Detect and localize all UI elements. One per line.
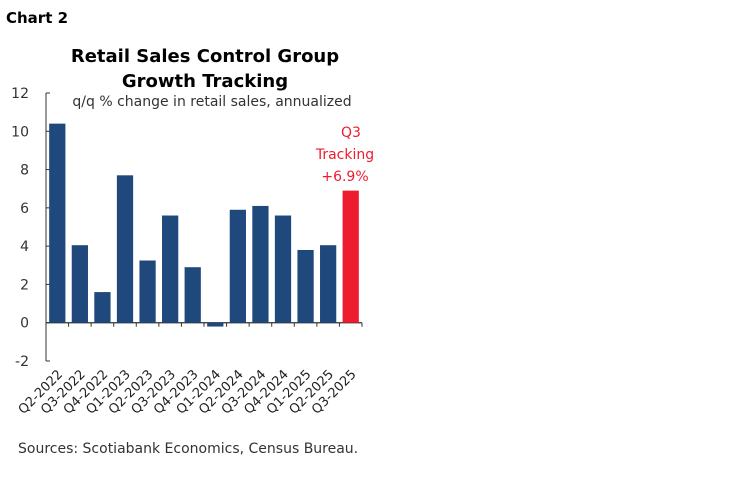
bar-q2-2025 [320,245,337,323]
y-tick-label: 4 [20,239,29,255]
y-tick-label: 0 [20,316,29,332]
chart-label: Chart 2 [6,9,68,27]
chart-title-line-1: Retail Sales Control Group [71,46,339,67]
bar-q3-2023 [162,215,179,323]
bar-q4-2023 [184,267,201,323]
bar-q1-2024 [207,322,224,327]
bar-q1-2023 [116,175,134,323]
y-tick-label: 2 [20,277,29,293]
bar-q3-2024 [252,205,269,323]
annotation-line-1: Q3 [341,125,361,141]
y-tick-label: 6 [20,201,29,217]
bar-q2-2022 [49,123,66,323]
annotation-line-3: +6.9% [321,169,368,185]
bar-q3-2025 [342,190,359,323]
bar-q4-2024 [274,215,292,323]
chart-subtitle: q/q % change in retail sales, annualized [72,94,351,110]
y-tick-label: 10 [11,124,29,140]
y-tick-label: 12 [11,86,29,102]
bar-q3-2022 [71,245,88,323]
y-tick-label: 8 [20,163,29,179]
source-note: Sources: Scotiabank Economics, Census Bu… [18,441,358,457]
bar-q2-2023 [139,260,156,323]
annotation-line-2: Tracking [315,147,374,163]
chart-title-line-2: Growth Tracking [122,71,288,92]
bar-q4-2022 [94,292,111,323]
bar-q1-2025 [297,249,314,323]
bar-q2-2024 [229,209,246,323]
y-tick-label: -2 [15,354,29,370]
